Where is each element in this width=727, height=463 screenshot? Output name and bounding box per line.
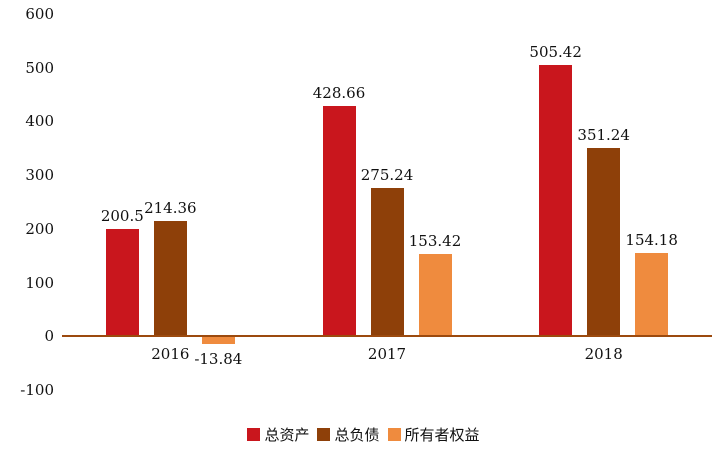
bar-所有者权益-2016 xyxy=(201,337,235,344)
legend-label: 所有者权益 xyxy=(404,426,480,444)
data-label: 153.42 xyxy=(408,231,462,250)
x-axis-category-label: 2018 xyxy=(584,345,623,364)
data-label: 505.42 xyxy=(529,42,582,61)
legend-item-所有者权益: 所有者权益 xyxy=(387,424,480,445)
bar-总资产-2018 xyxy=(539,64,573,336)
data-label: 351.24 xyxy=(577,125,630,144)
y-axis-tick-label: -100 xyxy=(20,381,54,399)
bar-总资产-2016 xyxy=(105,228,139,336)
bar-总负债-2017 xyxy=(370,188,404,336)
y-axis-tick-label: 0 xyxy=(44,327,54,346)
legend-item-总负债: 总负债 xyxy=(317,424,380,445)
x-axis-category-label: 2016 xyxy=(151,345,190,364)
legend: 总资产 总负债 所有者权益 xyxy=(0,424,727,445)
y-axis-tick-label: 300 xyxy=(25,166,54,185)
x-axis-line xyxy=(62,335,712,338)
legend-label: 总资产 xyxy=(264,426,310,444)
y-axis-tick-label: 200 xyxy=(25,219,54,238)
x-axis-category-label: 2017 xyxy=(367,345,407,364)
bar-所有者权益-2018 xyxy=(635,253,669,336)
legend-label: 总负债 xyxy=(334,426,380,444)
legend-swatch xyxy=(247,428,261,441)
data-label: 154.18 xyxy=(625,231,678,250)
y-axis-tick-label: 100 xyxy=(25,273,54,292)
bar-总负债-2016 xyxy=(153,221,187,336)
legend-item-总资产: 总资产 xyxy=(247,424,309,445)
legend-swatch xyxy=(387,428,401,441)
y-axis-tick-label: 500 xyxy=(25,58,54,77)
data-label: -13.84 xyxy=(194,349,243,368)
data-label: 214.36 xyxy=(144,199,197,218)
data-label: 200.5 xyxy=(100,206,144,225)
data-label: 275.24 xyxy=(360,166,414,185)
data-label: 428.66 xyxy=(312,84,366,103)
bar-总负债-2018 xyxy=(587,147,621,336)
y-axis-tick-label: 600 xyxy=(25,5,54,23)
bar-总资产-2017 xyxy=(322,106,356,336)
bar-所有者权益-2017 xyxy=(418,253,452,336)
legend-swatch xyxy=(317,428,331,441)
y-axis-tick-label: 400 xyxy=(25,112,54,131)
